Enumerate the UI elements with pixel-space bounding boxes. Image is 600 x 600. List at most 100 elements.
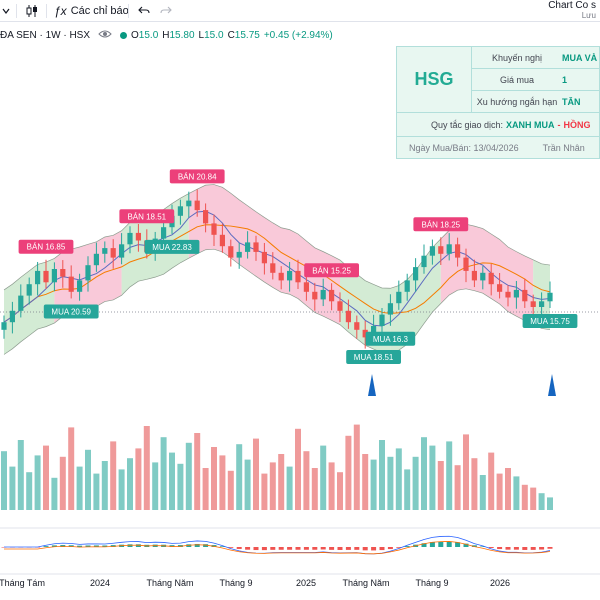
candle-body [60,269,66,277]
macd-histogram-bar [387,547,393,550]
arrows [368,374,556,396]
brand-area[interactable]: Chart Co s Lưu [548,0,596,20]
indicators-icon: ƒx [54,4,67,18]
symbol-label[interactable]: ĐA SEN · 1W · HSX [0,29,91,41]
candle-body [77,280,83,292]
candle-body [295,270,301,283]
macd-histogram-bar [362,547,368,551]
volume-bar [202,468,209,510]
macd-histogram-bar [127,544,133,547]
price-chart[interactable]: BÁN 16.85 MUA 20.59 BÁN 18.51 BÁN 20.84 MUA … [0,44,600,600]
candle-body [404,280,410,292]
save-label: Lưu [581,11,596,20]
volume-bar [395,448,402,510]
volume-bar [169,452,175,510]
macd-histogram-bar [488,547,494,548]
candle-style-icon[interactable] [26,2,38,20]
volume-bar [496,473,503,510]
volume-bar [320,445,327,510]
volume-bar [303,451,310,510]
volume-bar [244,459,251,510]
volume-bar [446,441,453,510]
trading-rule: Quy tắc giao dịch: XANH MUA - HỒNG [397,113,600,137]
candle-body [253,242,259,252]
volume-bar [160,437,167,510]
volume-bar [34,455,41,510]
macd-histogram-bar [186,544,192,547]
candle-body [429,246,435,256]
chevron-down-icon[interactable] [2,2,10,20]
candle-body [236,251,242,258]
candle-body [312,291,318,300]
signal-line [4,541,551,555]
candle-body [480,272,486,281]
candle-body [219,234,225,247]
volume-bar [59,456,66,510]
candle-body [530,301,536,307]
rule-dash: - [557,119,561,130]
signal-labels: BÁN 16.85 MUA 20.59 BÁN 18.51 BÁN 20.84 MUA … [18,169,578,365]
low-value: 15.0 [204,29,224,41]
volume-bar [135,448,142,510]
chart-legend: ĐA SEN · 1W · HSX O15.0 H15.80 L15.0 C15… [0,27,333,43]
candle-body [43,270,49,283]
macd-histogram-bar [253,547,259,551]
signal-info-table: HSG Khuyến nghị MUA VÀ Giá mua 1 Xu hướn… [396,46,600,159]
signal-label: MUA 15.75 [530,317,570,326]
volume-bar [311,468,318,510]
info-row-recommendation: Khuyến nghị MUA VÀ [472,47,600,69]
candle-body [513,289,519,298]
volume-bar [353,424,360,510]
volume-bar [295,428,301,510]
buy-zone [4,258,55,355]
x-axis-label: Tháng 9 [219,578,252,588]
signal-label: BÁN 16.85 [27,243,66,252]
x-axis-label: Tháng Tám [0,578,45,588]
volume-bar [513,476,520,510]
high-value: 15.80 [169,29,195,41]
volume-bar [17,440,24,510]
candle-body [455,244,461,258]
macd-histogram-bar [513,547,519,550]
candle-body [68,276,74,292]
candle-body [127,232,133,245]
signal-label: BÁN 15.25 [312,266,351,275]
macd-histogram-bar [463,543,469,547]
volume-bar [152,462,159,510]
candle-body [505,291,511,298]
undo-icon[interactable] [138,2,150,20]
volume-bar [211,447,217,510]
signal-label: BÁN 20.84 [178,172,217,181]
candle-body [471,270,477,281]
volume-bar [362,454,369,510]
volume-bar [1,451,7,510]
indicators-button[interactable]: ƒx Các chỉ báo [54,2,129,20]
macd-histogram-bar [219,546,225,547]
signal-label-bg [43,304,99,319]
volume-bar [110,441,117,510]
candle-body [135,232,141,241]
volume-bar [236,444,243,510]
brand-title: Chart Co s [548,0,596,11]
x-axis-label: Tháng Năm [146,578,193,588]
macd-histogram-bar [93,545,99,547]
redo-icon[interactable] [160,2,172,20]
macd-histogram-bar [522,547,528,550]
macd-histogram-bar [396,547,402,548]
buy-arrow-icon [368,374,376,396]
candle-body [463,257,469,271]
macd-histogram-bar [68,545,74,547]
signal-label-bg [365,331,416,346]
author-name: Trần Nhân [542,143,585,153]
volume-bar [253,438,259,510]
candle-body [228,246,234,258]
signal-label-bg [144,239,200,254]
macd-histogram-bar [404,546,410,547]
candle-body [362,329,368,338]
info-key: Khuyến nghị [491,52,543,63]
volume-bar [538,493,545,510]
eye-icon[interactable] [98,29,112,42]
volume-bar [370,459,377,510]
macd-histogram-bar [438,541,444,547]
info-row-buy-price: Giá mua 1 [472,69,600,91]
